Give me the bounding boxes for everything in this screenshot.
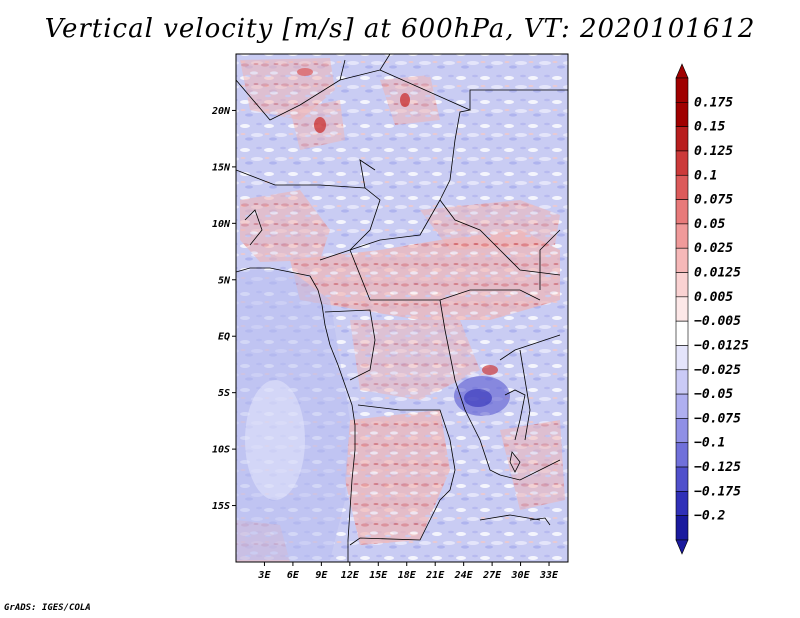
colorbar-swatch [675,199,689,225]
lon-tick-label: 27E [482,570,502,581]
colorbar-swatch [675,102,689,127]
colorbar-label: −0.025 [694,363,741,378]
latitude-axis: 20N 15N 10N 5N EQ 5S 10S 15S [211,106,236,512]
colorbar-swatch [675,272,689,298]
colorbar-swatch [675,442,689,468]
colorbar-label: −0.05 [694,387,733,402]
chart-title: Vertical velocity [m/s] at 600hPa, VT: 2… [44,14,756,44]
lon-tick-label: 12E [341,570,360,581]
lon-tick-label: 3E [257,570,271,581]
colorbar-top-arrow [675,63,689,79]
lon-tick-label: 24E [454,570,474,581]
colorbar-label: −0.2 [694,509,725,524]
colorbar-swatch [675,223,689,249]
colorbar-swatch [675,515,689,541]
colorbar-label: −0.175 [694,484,741,499]
lon-tick-label: 33E [539,570,559,581]
colorbar-label: 0.125 [694,144,733,159]
lon-tick-label: 18E [398,570,417,581]
colorbar-label: 0.0125 [694,266,741,281]
lat-tick-label: 20N [211,106,231,117]
colorbar-swatch [675,418,689,444]
colorbar-label: −0.0125 [694,338,749,353]
colorbar-label: 0.025 [694,241,733,256]
colorbar-swatch [675,296,689,322]
colorbar-swatch [675,320,689,346]
lat-tick-label: 10S [212,445,230,456]
colorbar-swatch [675,174,689,200]
colorbar-label: −0.125 [694,460,741,475]
colorbar-bottom-arrow [675,539,689,555]
colorbar-swatch [675,150,689,176]
colorbar-label: 0.1 [694,168,717,183]
colorbar: 0.175 0.15 0.125 0.1 0.075 0.05 0.025 0.0125 0.0… [675,63,749,555]
lon-tick-label: 21E [425,570,445,581]
lat-tick-label: EQ [218,332,230,343]
colorbar-swatch [675,126,689,152]
lon-tick-label: 6E [287,570,300,581]
colorbar-swatch [675,491,689,516]
lat-tick-label: 10N [212,219,231,230]
lon-tick-label: 9E [315,570,328,581]
plot-frame [235,53,569,563]
colorbar-swatch [675,466,689,492]
grads-credit: GrADS: IGES/COLA [4,603,91,613]
colorbar-label: −0.005 [694,314,741,329]
colorbar-label: −0.075 [694,411,741,426]
country-boundaries [236,54,568,562]
longitude-axis: 3E 6E 9E 12E 15E 18E 21E 24E 27E 30E 33E [257,562,559,581]
colorbar-swatch [675,369,689,395]
lat-tick-label: 5S [218,388,230,399]
colorbar-swatch [675,247,689,273]
colorbar-label: −0.1 [694,436,725,451]
colorbar-label: 0.075 [694,193,733,208]
colorbar-swatch [675,77,689,103]
lat-tick-label: 5N [218,275,231,286]
colorbar-label: 0.175 [694,95,733,110]
colorbar-swatch [675,393,689,419]
colorbar-label: 0.005 [694,290,733,305]
lat-tick-label: 15S [212,501,230,512]
lon-tick-label: 15E [369,570,388,581]
colorbar-label: 0.05 [694,217,725,232]
lon-tick-label: 30E [511,570,531,581]
vertical-velocity-field [236,54,568,562]
colorbar-swatch [675,345,689,371]
lat-tick-label: 15N [212,162,231,173]
colorbar-label: 0.15 [694,120,725,135]
